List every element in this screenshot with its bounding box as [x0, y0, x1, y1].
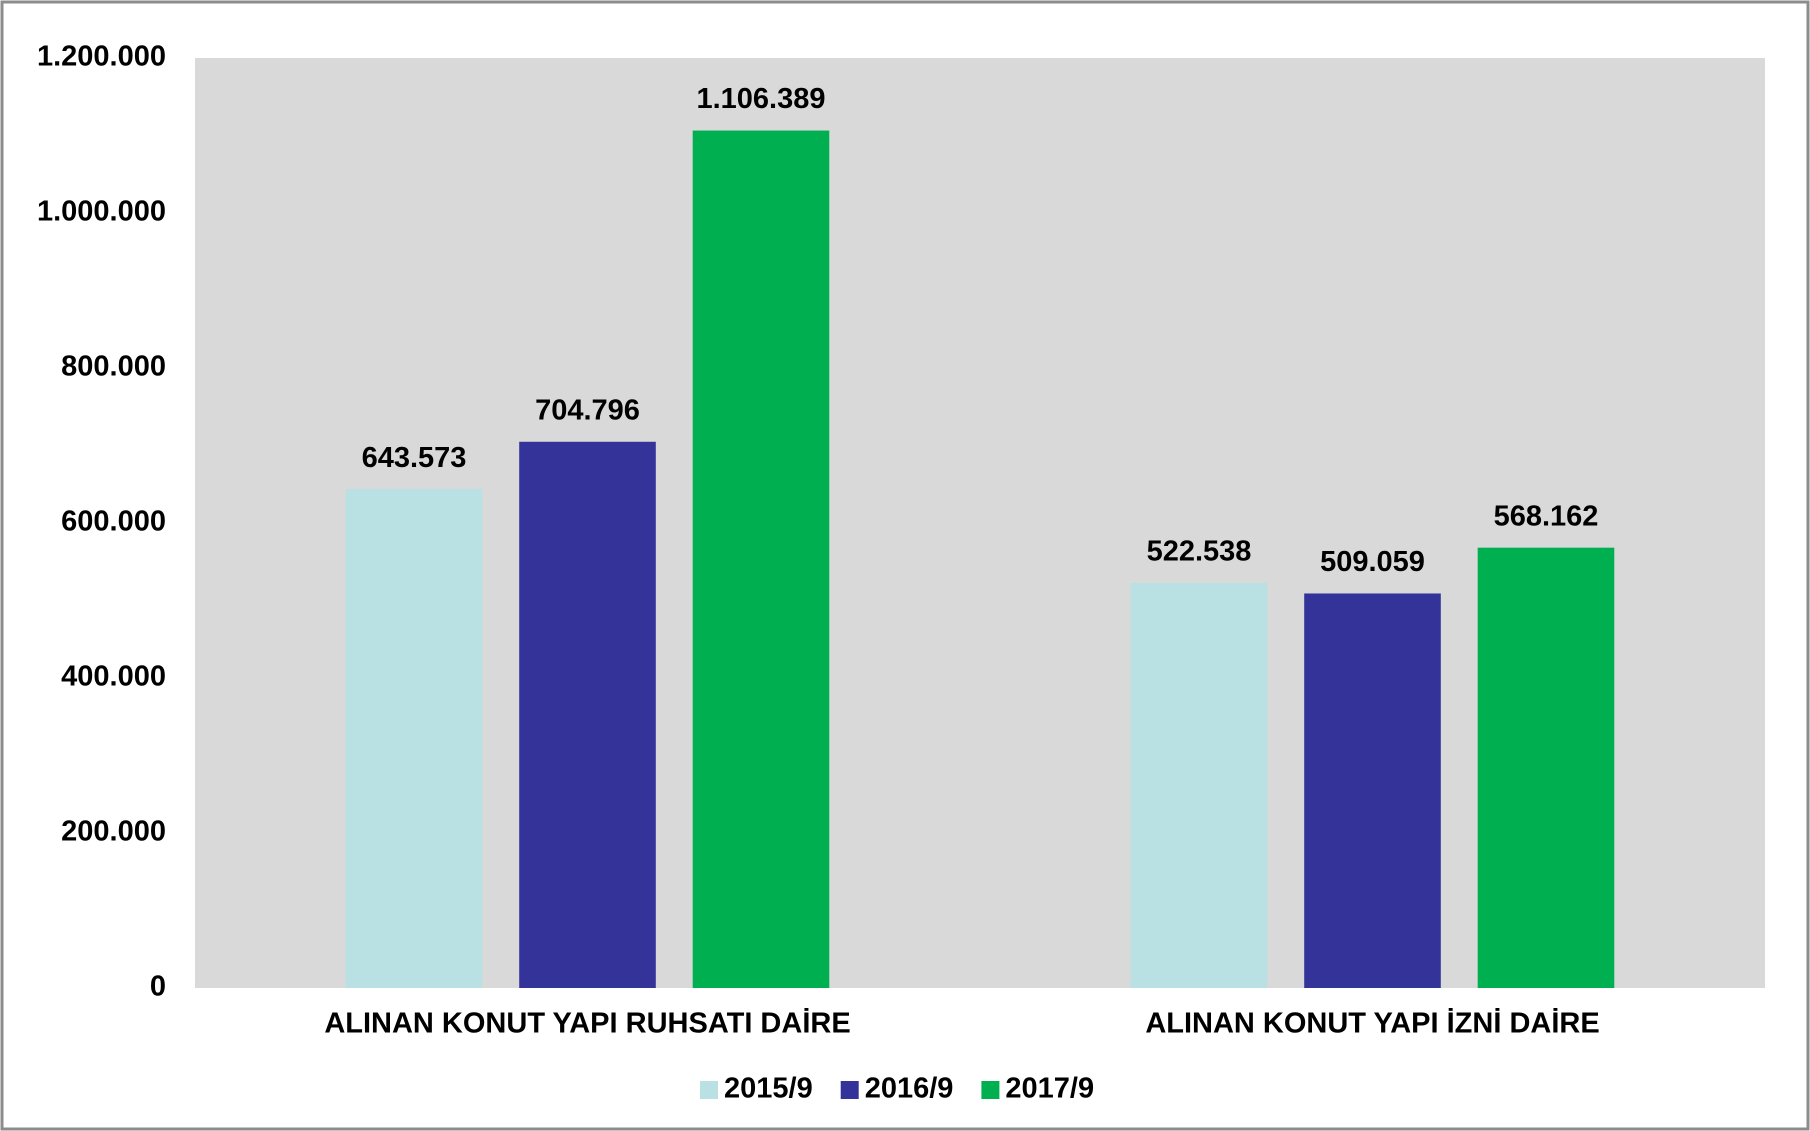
bar [345, 489, 483, 988]
data-label: 704.796 [535, 394, 640, 426]
bar [1477, 547, 1615, 988]
legend-label: 2017/9 [1005, 1073, 1094, 1105]
data-label: 522.538 [1147, 536, 1252, 568]
y-tick-label: 0 [150, 971, 166, 1003]
data-label: 509.059 [1320, 546, 1425, 578]
y-tick-label: 1.000.000 [37, 196, 166, 228]
y-tick-label: 200.000 [61, 816, 166, 848]
legend-label: 2016/9 [865, 1073, 954, 1105]
y-tick-label: 400.000 [61, 661, 166, 693]
bar [519, 441, 656, 989]
legend-label: 2015/9 [724, 1073, 813, 1105]
bar [1130, 583, 1268, 988]
bar [1304, 593, 1441, 988]
data-label: 1.106.389 [696, 83, 825, 115]
x-tick-label: ALINAN KONUT YAPI İZNİ DAİRE [1145, 1008, 1599, 1040]
y-tick-label: 600.000 [61, 506, 166, 538]
y-tick-label: 1.200.000 [37, 41, 166, 73]
legend-swatch [700, 1081, 718, 1099]
x-tick-label: ALINAN KONUT YAPI RUHSATI DAİRE [324, 1008, 850, 1040]
data-label: 568.162 [1494, 500, 1599, 532]
bar [692, 130, 830, 988]
data-label: 643.573 [362, 442, 467, 474]
y-tick-label: 800.000 [61, 351, 166, 383]
legend-swatch [840, 1081, 859, 1099]
legend-swatch [981, 1081, 1000, 1099]
